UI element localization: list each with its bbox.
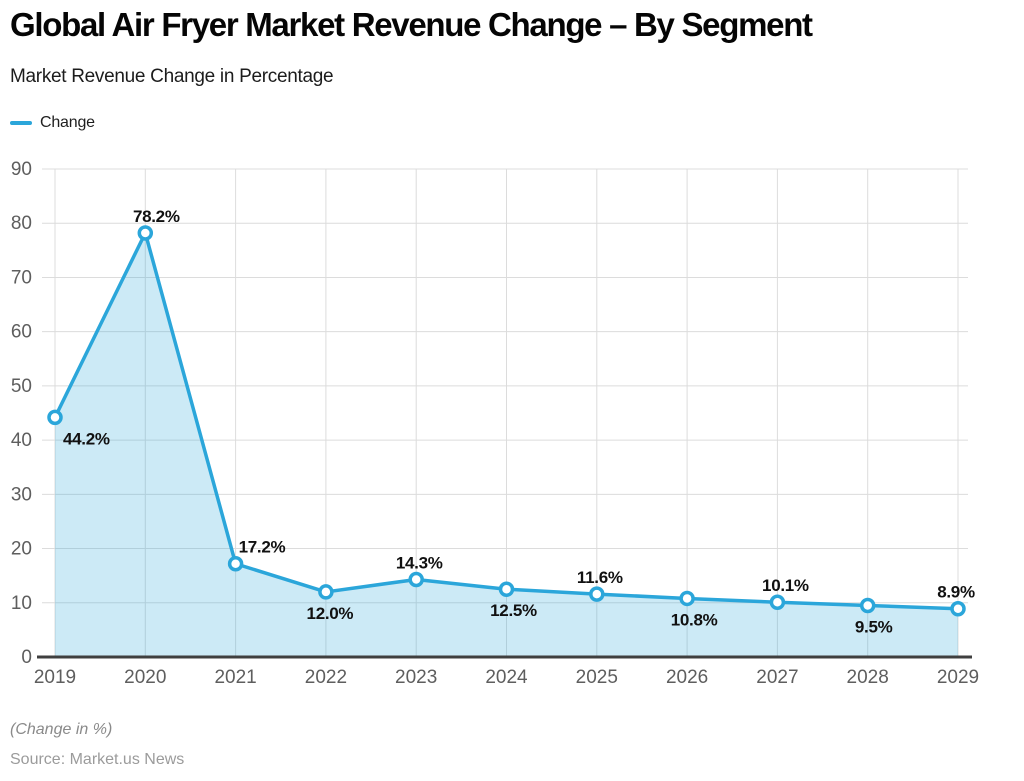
svg-text:2028: 2028	[847, 667, 889, 688]
svg-text:10: 10	[11, 593, 32, 614]
svg-text:50: 50	[11, 376, 32, 397]
svg-text:2029: 2029	[937, 667, 979, 688]
svg-text:60: 60	[11, 322, 32, 343]
svg-text:90: 90	[11, 159, 32, 180]
svg-text:10.1%: 10.1%	[762, 576, 809, 595]
svg-text:2020: 2020	[124, 667, 166, 688]
svg-text:2027: 2027	[756, 667, 798, 688]
svg-text:40: 40	[11, 430, 32, 451]
svg-text:2019: 2019	[34, 667, 76, 688]
svg-text:17.2%: 17.2%	[239, 538, 286, 557]
legend-line-swatch-icon	[10, 121, 32, 125]
svg-text:12.5%: 12.5%	[490, 601, 537, 620]
page-title: Global Air Fryer Market Revenue Change –…	[10, 6, 813, 43]
svg-text:9.5%: 9.5%	[855, 617, 893, 636]
svg-text:80: 80	[11, 213, 32, 234]
svg-text:44.2%: 44.2%	[63, 429, 110, 448]
svg-text:2024: 2024	[485, 667, 528, 688]
svg-text:8.9%: 8.9%	[937, 583, 975, 602]
legend: Change	[10, 114, 95, 132]
line-area-chart: 0 10 20 30 40 50 60 70 80 90 2019 2020 2021 2022 2023 2…	[11, 159, 979, 688]
svg-text:78.2%: 78.2%	[133, 207, 180, 226]
svg-text:2025: 2025	[576, 667, 618, 688]
legend-label: Change	[40, 114, 95, 131]
svg-text:0: 0	[21, 647, 32, 668]
svg-text:12.0%: 12.0%	[307, 604, 354, 623]
svg-text:20: 20	[11, 539, 32, 560]
svg-text:30: 30	[11, 484, 32, 505]
svg-text:2026: 2026	[666, 667, 708, 688]
svg-text:2023: 2023	[395, 667, 437, 688]
svg-text:70: 70	[11, 267, 32, 288]
svg-text:10.8%: 10.8%	[671, 610, 718, 629]
source-credit: Source: Market.us News	[10, 751, 185, 768]
unit-note: (Change in %)	[10, 721, 113, 738]
svg-text:2021: 2021	[214, 667, 256, 688]
svg-text:11.6%: 11.6%	[577, 568, 623, 587]
svg-text:2022: 2022	[305, 667, 347, 688]
svg-text:14.3%: 14.3%	[396, 553, 443, 572]
page-subtitle: Market Revenue Change in Percentage	[10, 66, 334, 87]
